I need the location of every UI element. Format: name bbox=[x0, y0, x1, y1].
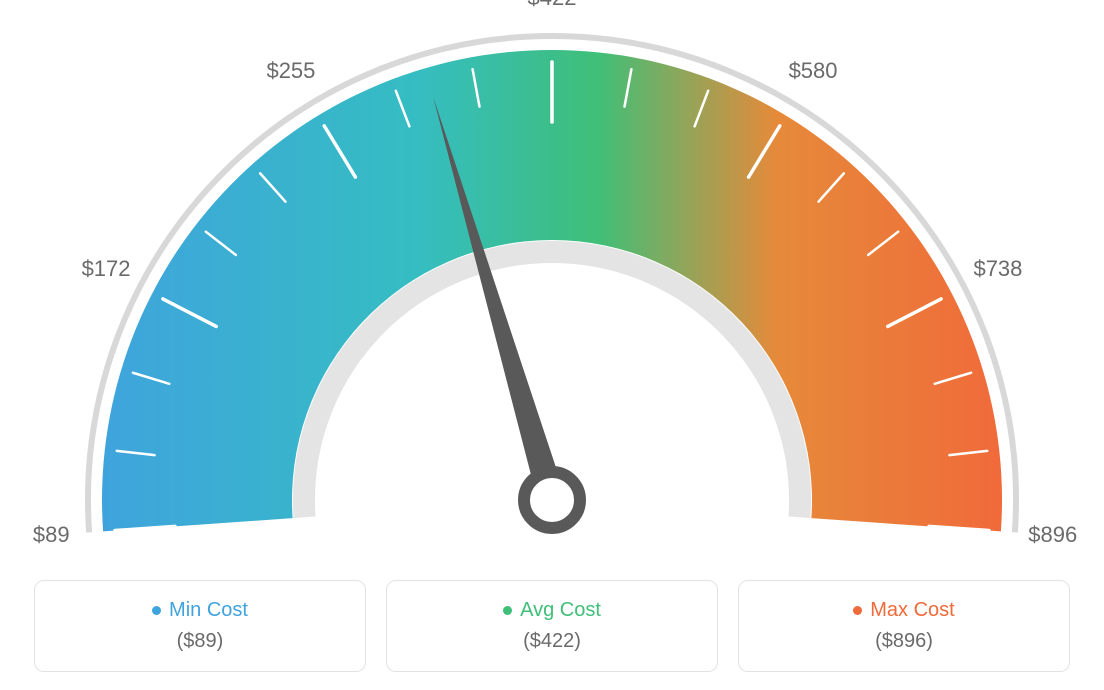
legend-dot-avg bbox=[503, 606, 512, 615]
legend-card-max: Max Cost ($896) bbox=[738, 580, 1070, 672]
gauge-tick-label: $738 bbox=[973, 256, 1022, 282]
legend-label-avg: Avg Cost bbox=[520, 599, 601, 622]
legend-label-min: Min Cost bbox=[169, 599, 248, 622]
gauge-tick-label: $580 bbox=[789, 58, 838, 84]
legend-row: Min Cost ($89) Avg Cost ($422) Max Cost … bbox=[0, 580, 1104, 690]
legend-label-max: Max Cost bbox=[870, 599, 954, 622]
gauge-tick-label: $255 bbox=[266, 58, 315, 84]
legend-value-avg: ($422) bbox=[523, 630, 581, 653]
legend-title-max: Max Cost bbox=[853, 599, 954, 622]
legend-value-max: ($896) bbox=[875, 630, 933, 653]
gauge-svg bbox=[0, 0, 1104, 560]
legend-dot-min bbox=[152, 606, 161, 615]
gauge-tick-label: $422 bbox=[528, 0, 577, 11]
gauge-tick-label: $89 bbox=[33, 522, 70, 548]
legend-title-min: Min Cost bbox=[152, 599, 248, 622]
legend-value-min: ($89) bbox=[177, 630, 224, 653]
legend-card-min: Min Cost ($89) bbox=[34, 580, 366, 672]
gauge-tick-label: $172 bbox=[82, 256, 131, 282]
gauge-area: $89 $172 $255 $422 $580 $738 $896 bbox=[0, 0, 1104, 560]
gauge-tick-label: $896 bbox=[1028, 522, 1077, 548]
legend-dot-max bbox=[853, 606, 862, 615]
legend-card-avg: Avg Cost ($422) bbox=[386, 580, 718, 672]
chart-container: $89 $172 $255 $422 $580 $738 $896 Min Cost ($8… bbox=[0, 0, 1104, 690]
legend-title-avg: Avg Cost bbox=[503, 599, 601, 622]
